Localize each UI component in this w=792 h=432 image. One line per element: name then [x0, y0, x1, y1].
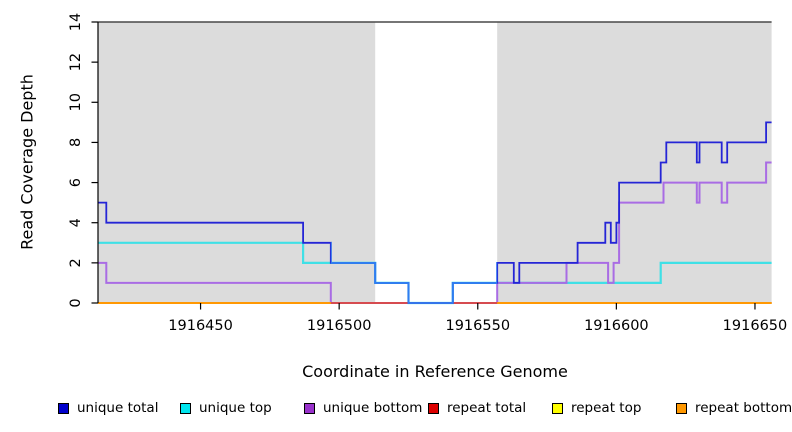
y-tick-label: 10 [68, 93, 84, 111]
x-axis-title: Coordinate in Reference Genome [302, 362, 568, 381]
x-tick-label: 1916550 [445, 318, 510, 334]
y-tick-label: 14 [68, 13, 84, 31]
legend-item-repeat-top: repeat top [552, 400, 641, 416]
y-tick-label: 6 [68, 178, 84, 187]
legend-swatch-icon [304, 402, 315, 414]
y-tick-label: 4 [68, 218, 84, 227]
legend-label: unique bottom [323, 400, 423, 416]
legend-item-unique-total: unique total [58, 400, 158, 416]
x-tick-label: 1916600 [584, 318, 649, 334]
legend-label: unique top [199, 400, 272, 416]
series-line-unique-total-overlap-highlight [330, 241, 498, 304]
y-tick-label: 8 [68, 138, 84, 147]
y-tick-label: 12 [68, 53, 84, 71]
legend-item-unique-bottom: unique bottom [304, 400, 422, 416]
y-tick-label: 2 [68, 258, 84, 267]
legend-swatch-icon [428, 402, 439, 414]
y-tick-label: 0 [68, 298, 84, 307]
x-tick-label: 1916650 [723, 318, 788, 334]
legend-swatch-icon [180, 402, 191, 414]
legend-label: unique total [77, 400, 159, 416]
legend-label: repeat total [447, 400, 527, 416]
legend-item-repeat-bottom: repeat bottom [676, 400, 792, 416]
legend-item-repeat-total: repeat total [428, 400, 526, 416]
y-axis-title: Read Coverage Depth [17, 74, 37, 250]
legend-item-unique-top: unique top [180, 400, 272, 416]
x-tick-label: 1916500 [307, 318, 372, 334]
legend-label: repeat top [571, 400, 642, 416]
x-tick-label: 1916450 [168, 318, 233, 334]
legend-swatch-icon [552, 402, 563, 414]
uncovered-region-band [375, 22, 498, 303]
legend-swatch-icon [676, 402, 687, 414]
legend-swatch-icon [58, 402, 69, 414]
legend-label: repeat bottom [695, 400, 792, 416]
